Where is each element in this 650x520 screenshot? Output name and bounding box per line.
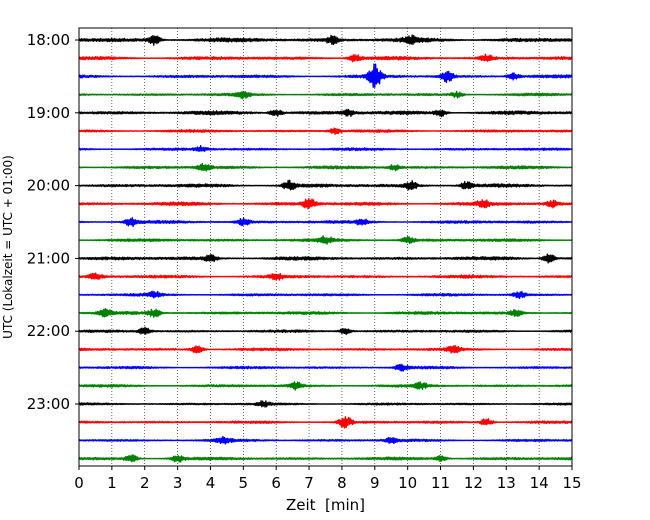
trace-line bbox=[78, 162, 573, 172]
y-tick-label: 19:00 bbox=[27, 104, 70, 122]
x-axis-label: Zeit [min] bbox=[286, 496, 365, 514]
trace-line bbox=[78, 344, 573, 354]
x-tick-label: 10 bbox=[398, 474, 417, 492]
x-tick-label: 9 bbox=[370, 474, 380, 492]
trace-line bbox=[78, 454, 573, 463]
trace-line bbox=[78, 253, 573, 264]
plot-frame bbox=[78, 27, 573, 467]
x-tick-label: 0 bbox=[74, 474, 84, 492]
x-tick-label: 8 bbox=[337, 474, 347, 492]
x-tick-label: 6 bbox=[271, 474, 281, 492]
plot-background bbox=[79, 28, 572, 466]
y-axis-label: UTC (Lokalzeit = UTC + 01:00) bbox=[1, 155, 15, 339]
trace-line bbox=[78, 198, 573, 210]
x-tick-label: 11 bbox=[431, 474, 450, 492]
y-tick-label: 22:00 bbox=[27, 322, 70, 340]
trace-line bbox=[78, 290, 573, 300]
x-tick-label: 2 bbox=[140, 474, 150, 492]
x-tick-label: 15 bbox=[562, 474, 581, 492]
x-axis-ticks: 0 1 2 3 4 5 6 7 8 9 10 11 12 13 14 15 bbox=[74, 466, 582, 492]
trace-line bbox=[78, 108, 573, 118]
y-tick-label: 21:00 bbox=[27, 249, 70, 267]
trace-line bbox=[78, 63, 573, 88]
trace-line bbox=[78, 326, 573, 336]
trace-line bbox=[78, 235, 573, 245]
y-tick-label: 23:00 bbox=[27, 395, 70, 413]
trace-line bbox=[78, 90, 573, 100]
trace-line bbox=[78, 179, 573, 191]
y-tick-label: 18:00 bbox=[27, 31, 70, 49]
trace-line bbox=[78, 381, 573, 391]
trace-line bbox=[78, 400, 573, 408]
trace-line bbox=[78, 416, 573, 429]
x-tick-label: 5 bbox=[239, 474, 249, 492]
seismic-traces bbox=[78, 34, 573, 463]
trace-line bbox=[78, 217, 573, 228]
trace-line bbox=[78, 53, 573, 63]
y-tick-label: 20:00 bbox=[27, 177, 70, 195]
x-tick-label: 12 bbox=[464, 474, 483, 492]
x-tick-label: 14 bbox=[530, 474, 549, 492]
trace-line bbox=[78, 34, 573, 46]
x-tick-label: 4 bbox=[206, 474, 216, 492]
trace-line bbox=[78, 127, 573, 135]
trace-line bbox=[78, 435, 573, 445]
trace-line bbox=[78, 272, 573, 281]
x-tick-label: 1 bbox=[107, 474, 117, 492]
x-tick-label: 7 bbox=[304, 474, 314, 492]
trace-line bbox=[78, 363, 573, 372]
x-tick-label: 13 bbox=[497, 474, 516, 492]
y-axis-ticks: 18:00 19:00 20:00 21:00 22:00 23:00 bbox=[27, 31, 79, 413]
trace-line bbox=[78, 145, 573, 152]
x-tick-label: 3 bbox=[173, 474, 183, 492]
trace-line bbox=[78, 307, 573, 318]
